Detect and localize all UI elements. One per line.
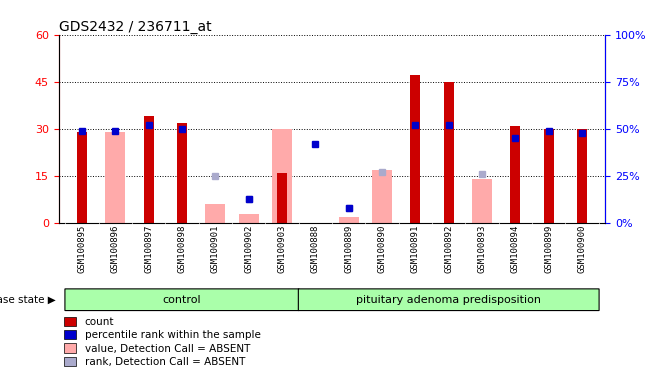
Text: GSM100898: GSM100898 <box>178 225 186 273</box>
Bar <box>372 170 392 223</box>
Text: GSM100891: GSM100891 <box>411 225 420 273</box>
Bar <box>239 214 258 223</box>
Bar <box>144 116 154 223</box>
Text: GSM100895: GSM100895 <box>77 225 87 273</box>
Bar <box>272 129 292 223</box>
Text: GSM100900: GSM100900 <box>577 225 587 273</box>
Bar <box>410 75 421 223</box>
Text: disease state ▶: disease state ▶ <box>0 295 55 305</box>
FancyBboxPatch shape <box>298 289 599 311</box>
Bar <box>472 179 492 223</box>
Text: GSM100901: GSM100901 <box>211 225 220 273</box>
Text: control: control <box>163 295 201 305</box>
Text: GSM100893: GSM100893 <box>478 225 486 273</box>
Bar <box>444 82 454 223</box>
Text: GSM100899: GSM100899 <box>544 225 553 273</box>
Text: GSM100896: GSM100896 <box>111 225 120 273</box>
Text: GSM100897: GSM100897 <box>144 225 153 273</box>
Text: GSM100903: GSM100903 <box>277 225 286 273</box>
FancyBboxPatch shape <box>65 289 299 311</box>
Bar <box>105 132 125 223</box>
Text: GDS2432 / 236711_at: GDS2432 / 236711_at <box>59 20 211 33</box>
Bar <box>277 173 287 223</box>
Legend: count, percentile rank within the sample, value, Detection Call = ABSENT, rank, : count, percentile rank within the sample… <box>64 317 260 367</box>
Text: pituitary adenoma predisposition: pituitary adenoma predisposition <box>356 295 541 305</box>
Bar <box>544 129 554 223</box>
Bar <box>77 132 87 223</box>
Bar <box>205 204 225 223</box>
Bar <box>510 126 520 223</box>
Text: GSM100894: GSM100894 <box>511 225 520 273</box>
Text: GSM100888: GSM100888 <box>311 225 320 273</box>
Text: GSM100902: GSM100902 <box>244 225 253 273</box>
Text: GSM100892: GSM100892 <box>444 225 453 273</box>
Bar <box>577 129 587 223</box>
Text: GSM100889: GSM100889 <box>344 225 353 273</box>
Text: GSM100890: GSM100890 <box>378 225 387 273</box>
Bar <box>339 217 359 223</box>
Bar <box>177 122 187 223</box>
